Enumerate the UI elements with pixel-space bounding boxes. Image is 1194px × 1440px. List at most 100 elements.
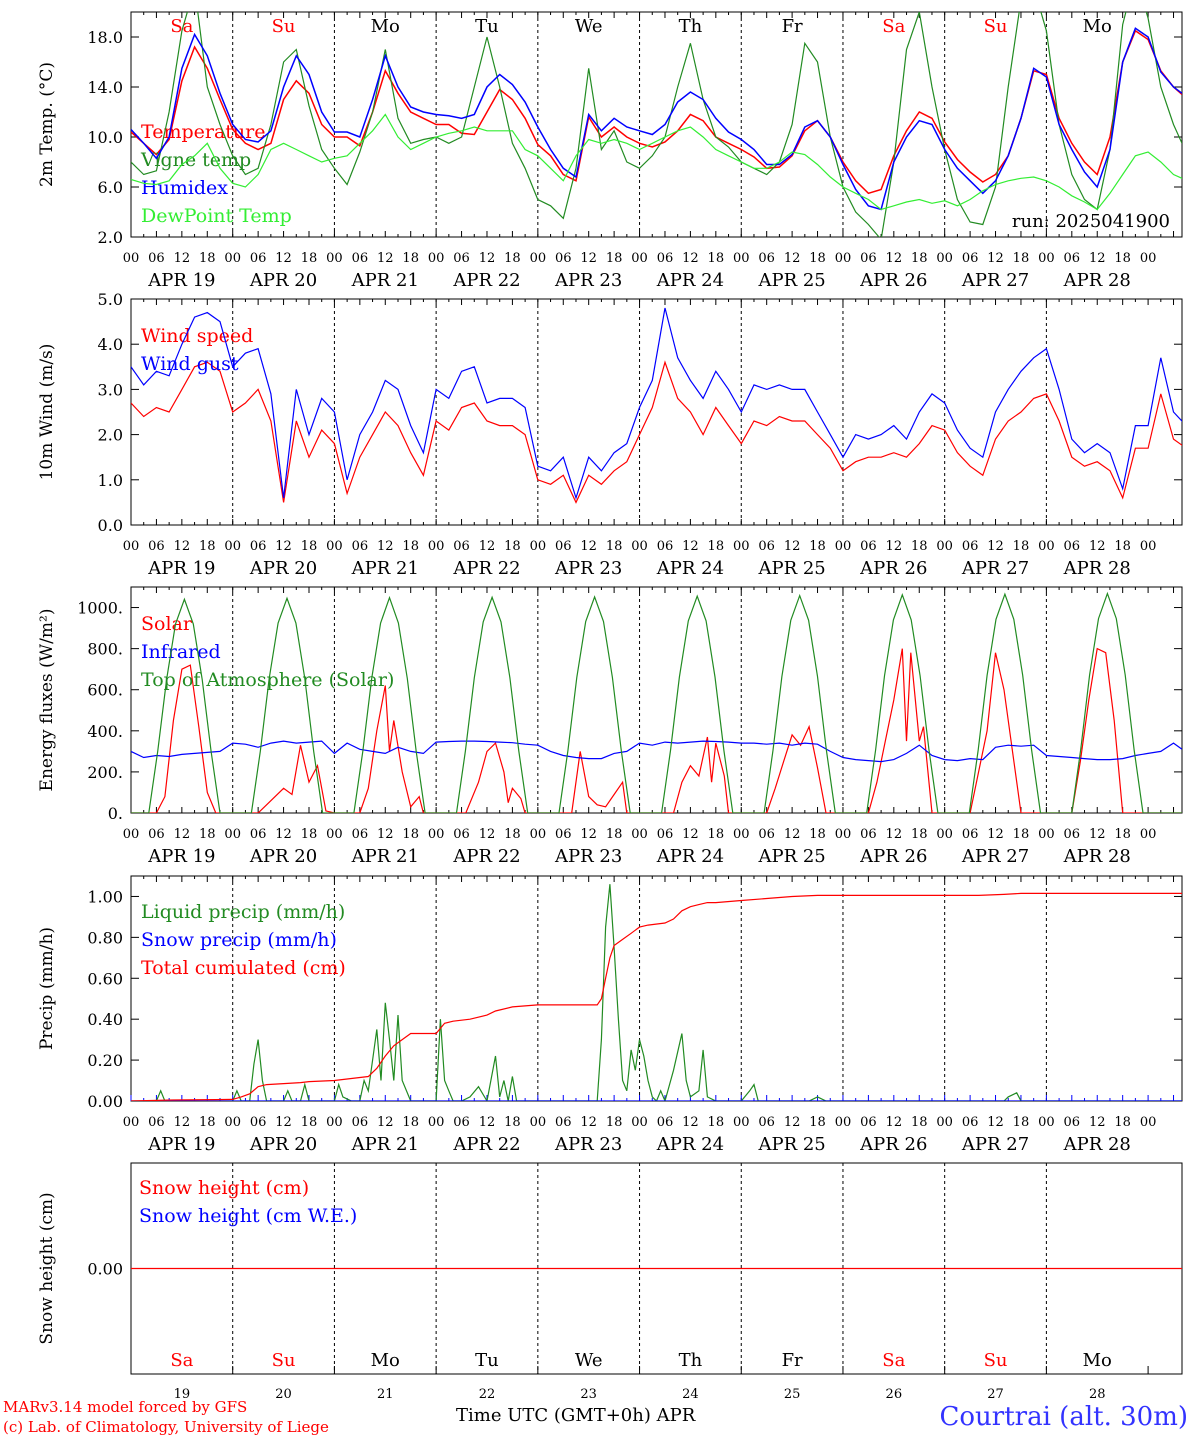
y-tick-label: 4.0 xyxy=(98,335,123,354)
hour-tick-label: 18 xyxy=(606,827,623,842)
hour-tick-label: 00 xyxy=(326,827,343,842)
hour-tick-label: 18 xyxy=(504,1115,521,1130)
hour-tick-label: 06 xyxy=(555,1115,572,1130)
hour-tick-label: 06 xyxy=(148,1115,165,1130)
hour-tick-label: 00 xyxy=(326,539,343,554)
y-tick-label: 200. xyxy=(87,763,123,782)
hour-tick-label: 00 xyxy=(326,251,343,266)
hour-tick-label: 06 xyxy=(453,539,470,554)
legend-infrared: Infrared xyxy=(141,641,221,663)
legend-wind-gust: Wind gust xyxy=(141,353,239,375)
hour-tick-label: 18 xyxy=(1013,251,1030,266)
hour-tick-label: 00 xyxy=(530,1115,547,1130)
y-tick-label: 800. xyxy=(87,640,123,659)
hour-tick-label: 00 xyxy=(123,539,140,554)
date-label: APR 24 xyxy=(656,270,724,291)
hour-tick-label: 18 xyxy=(402,1115,419,1130)
date-label: APR 28 xyxy=(1063,846,1131,867)
weekday-label: Fr xyxy=(782,1350,803,1371)
hour-tick-label: 06 xyxy=(453,827,470,842)
legend-total-cumulated-cm-: Total cumulated (cm) xyxy=(141,957,346,979)
day-number-label: 26 xyxy=(886,1387,903,1400)
y-tick-label: 10.0 xyxy=(87,128,123,147)
hour-tick-label: 00 xyxy=(936,1115,953,1130)
date-label: APR 21 xyxy=(351,270,419,291)
hour-tick-label: 12 xyxy=(377,1115,394,1130)
plot-frame xyxy=(130,11,1183,238)
date-label: APR 20 xyxy=(249,270,317,291)
date-label: APR 22 xyxy=(452,558,520,579)
date-label: APR 20 xyxy=(249,1134,317,1155)
hour-tick-label: 18 xyxy=(504,251,521,266)
hour-tick-label: 12 xyxy=(682,1115,699,1130)
hour-tick-label: 12 xyxy=(1089,827,1106,842)
weekday-label: Su xyxy=(984,16,1008,37)
hour-tick-label: 12 xyxy=(275,539,292,554)
hour-tick-label: 06 xyxy=(962,539,979,554)
weekday-label: We xyxy=(575,16,603,37)
hour-tick-label: 18 xyxy=(606,539,623,554)
time-axis-title: Time UTC (GMT+0h) APR xyxy=(456,1405,695,1426)
weekday-label: Mo xyxy=(371,1350,400,1371)
hour-tick-label: 06 xyxy=(1064,251,1081,266)
hour-tick-label: 06 xyxy=(352,251,369,266)
date-label: APR 26 xyxy=(859,558,927,579)
hour-tick-label: 00 xyxy=(733,827,750,842)
weekday-label: Sa xyxy=(882,16,905,37)
date-label: APR 19 xyxy=(147,1134,215,1155)
hour-tick-label: 12 xyxy=(1089,539,1106,554)
hour-tick-label: 00 xyxy=(1038,1115,1055,1130)
date-label: APR 26 xyxy=(859,1134,927,1155)
day-number-label: 28 xyxy=(1089,1387,1106,1400)
hour-tick-label: 06 xyxy=(250,539,267,554)
hour-tick-label: 00 xyxy=(835,827,852,842)
weekday-label: Th xyxy=(679,1350,703,1371)
weekday-label: Tu xyxy=(475,16,499,37)
hour-tick-label: 18 xyxy=(504,827,521,842)
hour-tick-label: 00 xyxy=(530,539,547,554)
date-label: APR 26 xyxy=(859,846,927,867)
day-number-label: 19 xyxy=(174,1387,191,1400)
series-line-infrared xyxy=(131,740,1182,763)
weekday-label: Su xyxy=(984,1350,1008,1371)
legend-solar: Solar xyxy=(141,613,193,635)
series-line-humidex xyxy=(131,27,1182,211)
y-tick-label: 2.0 xyxy=(98,426,123,445)
y-tick-label: 1.0 xyxy=(98,471,123,490)
hour-tick-label: 12 xyxy=(886,827,903,842)
hour-tick-label: 06 xyxy=(453,1115,470,1130)
hour-tick-label: 18 xyxy=(1114,1115,1131,1130)
credit-line-1: MARv3.14 model forced by GFS xyxy=(3,1398,248,1416)
date-label: APR 25 xyxy=(757,558,825,579)
date-label: APR 22 xyxy=(452,846,520,867)
hour-tick-label: 12 xyxy=(479,539,496,554)
y-tick-label: 0.20 xyxy=(87,1051,123,1070)
date-label: APR 22 xyxy=(452,1134,520,1155)
series-line-dewpoint-temp xyxy=(131,113,1182,211)
y-tick-label: 3.0 xyxy=(98,380,123,399)
hour-tick-label: 06 xyxy=(352,827,369,842)
hour-tick-label: 12 xyxy=(174,1115,191,1130)
date-label: APR 20 xyxy=(249,558,317,579)
hour-tick-label: 06 xyxy=(148,251,165,266)
hour-tick-label: 12 xyxy=(987,251,1004,266)
date-label: APR 27 xyxy=(961,558,1029,579)
plot-frame xyxy=(130,586,1183,814)
hour-tick-label: 12 xyxy=(479,827,496,842)
hour-tick-label: 18 xyxy=(199,1115,216,1130)
hour-tick-label: 18 xyxy=(402,827,419,842)
hour-tick-label: 12 xyxy=(479,251,496,266)
hour-tick-label: 12 xyxy=(987,539,1004,554)
hour-tick-label: 00 xyxy=(123,251,140,266)
hour-tick-label: 00 xyxy=(835,539,852,554)
weekday-label: Fr xyxy=(782,16,803,37)
y-tick-label: 0.00 xyxy=(87,1260,123,1279)
hour-tick-label: 06 xyxy=(250,827,267,842)
y-tick-label: 0.0 xyxy=(98,516,123,535)
legend-dewpoint-temp: DewPoint Temp xyxy=(141,205,292,227)
date-label: APR 24 xyxy=(656,1134,724,1155)
hour-tick-label: 18 xyxy=(606,251,623,266)
hour-tick-label: 00 xyxy=(123,827,140,842)
hour-tick-label: 00 xyxy=(123,1115,140,1130)
hour-tick-label: 12 xyxy=(174,539,191,554)
